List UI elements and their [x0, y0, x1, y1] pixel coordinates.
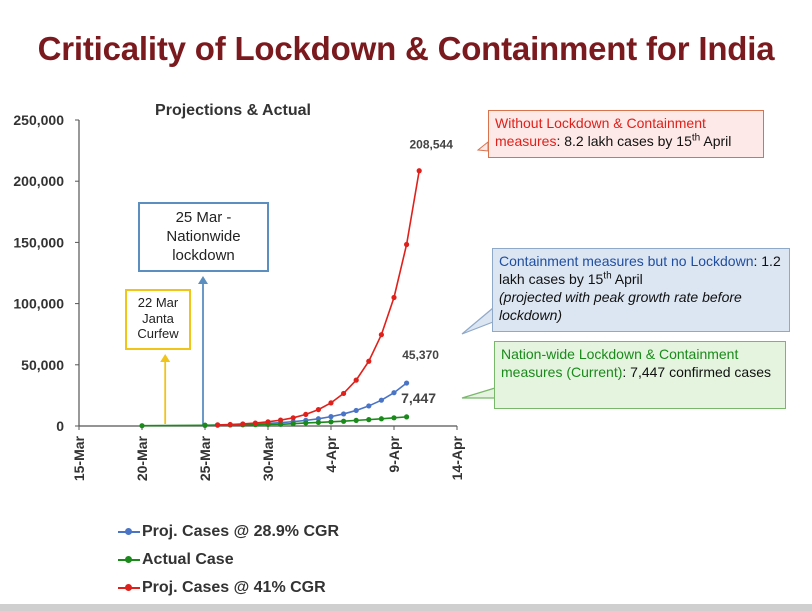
- callout-without-lockdown: Without Lockdown & Containment measures:…: [488, 110, 764, 158]
- data-point: [315, 416, 321, 422]
- x-tick-label: 15-Mar: [71, 435, 87, 481]
- lockdown-annotation-box: 25 Mar - Nationwide lockdown: [138, 202, 269, 272]
- curfew-arrow-head: [160, 354, 171, 362]
- x-tick-label: 30-Mar: [260, 435, 276, 481]
- lockdown-line-3: lockdown: [172, 247, 235, 264]
- legend-swatch-blue: [118, 526, 140, 538]
- x-tick-label: 25-Mar: [197, 435, 213, 481]
- data-label: 208,544: [410, 138, 454, 152]
- x-tick-label: 9-Apr: [386, 435, 402, 472]
- data-point: [240, 421, 246, 427]
- callout-containment-no-lockdown: Containment measures but no Lockdown: 1.…: [492, 248, 790, 332]
- callout-red-month: April: [700, 133, 732, 149]
- data-point: [353, 417, 359, 423]
- callout-blue-text: : 1.2 lakh cases by 15: [499, 253, 781, 287]
- callout-blue-sup: th: [603, 270, 612, 282]
- legend-label-red: Proj. Cases @ 41% CGR: [142, 579, 326, 596]
- data-point: [404, 241, 410, 248]
- data-point: [265, 419, 271, 425]
- data-point: [391, 294, 397, 301]
- callout-green-text: : 7,447 confirmed cases: [622, 364, 772, 380]
- lockdown-arrow-head: [198, 276, 208, 284]
- legend-swatch-red: [118, 582, 140, 594]
- data-point: [303, 411, 309, 417]
- callout-blue-heading: Containment measures but no Lockdown: [499, 253, 754, 269]
- chart-legend: Proj. Cases @ 28.9% CGR Actual Case Proj…: [118, 518, 339, 602]
- data-point: [366, 403, 372, 409]
- data-label: 7,447: [401, 390, 436, 406]
- data-point: [391, 390, 397, 396]
- y-tick-label: 100,000: [13, 296, 64, 312]
- curfew-annotation-box: 22 Mar Janta Curfew: [125, 289, 191, 350]
- bottom-border: [0, 604, 812, 611]
- callout-red-sup: th: [691, 132, 701, 144]
- callout-blue-italic-note: (projected with peak growth rate before …: [499, 289, 742, 323]
- callout-red-pointer: [476, 140, 489, 152]
- data-point: [366, 417, 372, 423]
- data-point: [278, 421, 284, 427]
- data-point: [353, 407, 359, 414]
- curfew-line-2: Janta: [142, 310, 174, 326]
- curfew-line-3: Curfew: [137, 326, 179, 341]
- legend-label-green: Actual Case: [142, 551, 234, 568]
- legend-item-blue: Proj. Cases @ 28.9% CGR: [118, 518, 339, 546]
- data-label: 45,370: [402, 348, 439, 362]
- chart-title: Projections & Actual: [155, 102, 311, 119]
- page-title: Criticality of Lockdown & Containment fo…: [37, 30, 775, 67]
- data-point: [215, 422, 221, 428]
- data-point: [202, 422, 208, 428]
- callout-red-text: : 8.2 lakh cases by 15: [556, 133, 692, 149]
- legend-swatch-green: [118, 554, 140, 566]
- data-point: [378, 397, 384, 403]
- callout-blue-pointer: [461, 306, 494, 335]
- data-point: [341, 390, 347, 397]
- data-point: [341, 418, 347, 424]
- legend-item-red: Proj. Cases @ 41% CGR: [118, 574, 339, 602]
- data-point: [328, 414, 334, 420]
- x-tick-label: 14-Apr: [449, 435, 465, 480]
- data-point: [378, 332, 384, 338]
- data-point: [378, 416, 384, 422]
- y-tick-label: 50,000: [21, 357, 64, 373]
- data-point: [290, 415, 296, 421]
- data-point: [303, 420, 309, 426]
- data-point: [278, 417, 284, 423]
- data-point: [290, 421, 296, 427]
- data-point: [252, 420, 258, 426]
- legend-item-green: Actual Case: [118, 546, 339, 574]
- legend-label-blue: Proj. Cases @ 28.9% CGR: [142, 523, 340, 540]
- data-point: [353, 377, 359, 383]
- data-point: [404, 414, 410, 420]
- data-point: [315, 419, 321, 426]
- data-point: [341, 411, 347, 417]
- y-tick-label: 150,000: [13, 234, 64, 250]
- data-point: [139, 423, 145, 429]
- data-point: [315, 406, 321, 413]
- data-point: [391, 415, 397, 421]
- data-point: [328, 400, 334, 406]
- x-tick-label: 4-Apr: [323, 435, 339, 472]
- data-point: [227, 421, 233, 428]
- callout-green-heading: Nation-wide Lockdown & Containment measu…: [501, 346, 739, 380]
- x-tick-label: 20-Mar: [134, 435, 150, 481]
- data-point: [404, 380, 410, 386]
- lockdown-line-2: Nationwide: [166, 228, 241, 245]
- data-point: [328, 419, 334, 425]
- callout-red-heading: Without Lockdown & Containment measures: [495, 115, 706, 149]
- curfew-line-1: 22 Mar: [137, 295, 179, 310]
- data-point: [416, 168, 422, 174]
- callout-green-pointer: [461, 387, 496, 399]
- callout-blue-month: April: [611, 271, 643, 287]
- y-tick-label: 250,000: [13, 112, 64, 128]
- y-tick-label: 200,000: [13, 173, 64, 189]
- callout-current-lockdown: Nation-wide Lockdown & Containment measu…: [494, 341, 786, 409]
- data-point: [366, 358, 372, 364]
- lockdown-line-1: 25 Mar -: [175, 209, 232, 226]
- y-tick-label: 0: [56, 418, 64, 434]
